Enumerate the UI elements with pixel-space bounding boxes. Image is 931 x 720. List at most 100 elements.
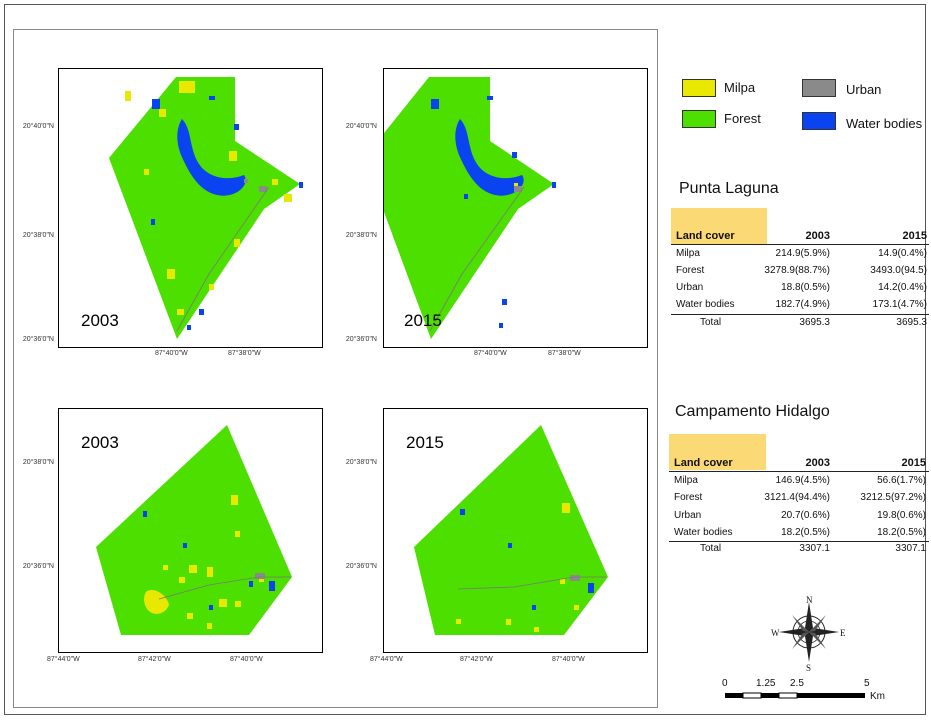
table-total-label: Total <box>700 543 722 554</box>
lat-tick: 20°38'0"N <box>22 232 54 239</box>
compass-west: W <box>771 628 780 638</box>
table-rule <box>669 471 929 472</box>
table-header-2015: 2015 <box>901 457 926 469</box>
forest-area <box>109 77 300 339</box>
milpa-patches <box>144 495 264 629</box>
lon-tick: 87°40'0"W <box>155 350 188 357</box>
table-header-land-cover: Land cover <box>674 457 733 469</box>
campamento-hidalgo-2015-map <box>414 425 608 635</box>
legend-swatch-forest <box>682 110 716 128</box>
table-cell: Water bodies <box>676 299 735 310</box>
lon-tick: 87°40'0"W <box>474 350 507 357</box>
water-bodies <box>460 509 594 610</box>
map-layout-frame <box>4 4 926 715</box>
map-panel-campamento-hidalgo-2003: 2003 <box>58 408 323 653</box>
forest-area <box>96 425 292 635</box>
lon-tick: 87°40'0"W <box>552 656 585 663</box>
lat-tick: 20°38'0"N <box>345 232 377 239</box>
scale-label-1-25: 1.25 <box>756 678 776 689</box>
milpa-patches <box>456 503 579 632</box>
legend-label-water: Water bodies <box>846 116 923 131</box>
lat-tick: 20°40'0"N <box>345 123 377 130</box>
table-cell: Water bodies <box>674 527 733 538</box>
scale-unit: Km <box>870 691 885 702</box>
year-label: 2003 <box>81 433 119 452</box>
table-header-2003: 2003 <box>805 457 830 469</box>
table-total-2003: 3307.1 <box>799 543 830 554</box>
table-cell: 14.9(0.4%) <box>878 248 927 259</box>
lat-tick: 20°36'0"N <box>345 336 377 343</box>
lake <box>177 119 246 196</box>
lat-tick: 20°36'0"N <box>22 336 54 343</box>
table-cell: 182.7(4.9%) <box>775 299 830 310</box>
compass-east: E <box>840 628 846 638</box>
campamento-hidalgo-2003-map <box>96 425 292 635</box>
table-rule <box>671 314 929 315</box>
lat-tick: 20°36'0"N <box>22 563 54 570</box>
lon-tick: 87°42'0"W <box>460 656 493 663</box>
urban-areas <box>514 186 522 192</box>
punta-laguna-2015-map <box>384 77 556 339</box>
lon-tick: 87°42'0"W <box>138 656 171 663</box>
legend-swatch-urban <box>802 79 836 97</box>
table-cell: Milpa <box>676 248 700 259</box>
table-header-highlight <box>671 208 767 244</box>
water-bodies <box>431 96 556 328</box>
legend-label-forest: Forest <box>724 111 761 126</box>
scale-bar <box>725 692 865 699</box>
scale-label-5: 5 <box>864 678 870 689</box>
lat-tick: 20°40'0"N <box>22 123 54 130</box>
table-cell: 146.9(4.5%) <box>775 475 830 486</box>
table-header-2015: 2015 <box>902 230 927 242</box>
year-label: 2015 <box>404 311 442 330</box>
campamento-hidalgo-title: Campamento Hidalgo <box>675 403 830 420</box>
table-cell: 19.8(0.6%) <box>877 510 926 521</box>
lon-tick: 87°44'0"W <box>47 656 80 663</box>
year-label: 2015 <box>406 433 444 452</box>
water-bodies <box>143 511 275 610</box>
lat-tick: 20°36'0"N <box>345 563 377 570</box>
forest-area <box>384 77 554 339</box>
table-cell: 3121.4(94.4%) <box>764 492 830 503</box>
table-cell: 3493.0(94.5) <box>870 265 927 276</box>
water-bodies <box>151 96 303 330</box>
lon-tick: 87°38'0"W <box>548 350 581 357</box>
table-rule <box>669 541 929 542</box>
legend-swatch-milpa <box>682 79 716 97</box>
scale-label-0: 0 <box>722 678 728 689</box>
punta-laguna-2003-map <box>109 77 303 339</box>
map-panel-campamento-hidalgo-2015: 2015 <box>383 408 648 653</box>
legend-swatch-water <box>802 112 836 130</box>
table-cell: 20.7(0.6%) <box>781 510 830 521</box>
map-panel-punta-laguna-2015: 2015 <box>383 68 648 348</box>
urban-areas <box>570 575 580 581</box>
road <box>158 576 291 600</box>
table-rule <box>671 244 929 245</box>
lon-tick: 87°38'0"W <box>228 350 261 357</box>
table-cell: 14.2(0.4%) <box>878 282 927 293</box>
lon-tick: 87°44'0"W <box>370 656 403 663</box>
scale-label-2-5: 2.5 <box>790 678 804 689</box>
road <box>429 186 525 332</box>
road <box>457 576 606 590</box>
table-total-2015: 3307.1 <box>895 543 926 554</box>
milpa-large <box>144 589 169 614</box>
table-cell: Forest <box>674 492 703 503</box>
compass-north: N <box>806 595 813 605</box>
legend-label-urban: Urban <box>846 82 882 97</box>
table-header-highlight <box>669 434 766 470</box>
table-header-land-cover: Land cover <box>676 230 735 242</box>
map-panel-punta-laguna-2003: 2003 <box>58 68 323 348</box>
urban-areas <box>244 179 267 192</box>
forest-area <box>414 425 608 635</box>
table-cell: 18.2(0.5%) <box>781 527 830 538</box>
year-label: 2003 <box>81 311 119 330</box>
map-area-frame <box>13 29 658 708</box>
compass-rose-icon: N S W E <box>771 595 846 673</box>
table-cell: 18.8(0.5%) <box>781 282 830 293</box>
table-total-label: Total <box>700 317 722 328</box>
legend-label-milpa: Milpa <box>724 80 756 95</box>
lake <box>455 119 524 196</box>
urban-areas <box>255 573 265 579</box>
table-cell: 214.9(5.9%) <box>775 248 830 259</box>
